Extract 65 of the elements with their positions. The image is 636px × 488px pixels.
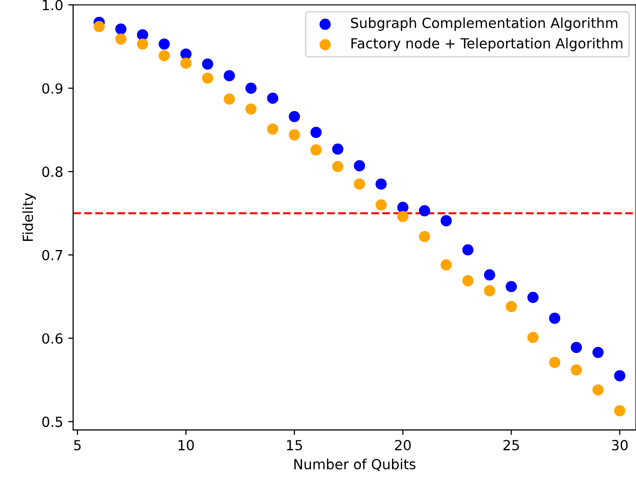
point <box>484 285 496 296</box>
legend-label: Subgraph Complementation Algorithm <box>351 17 618 31</box>
point <box>310 126 322 138</box>
x-tick-label: 15 <box>287 440 302 450</box>
point <box>527 332 539 344</box>
x-tick-label: 5 <box>74 440 81 450</box>
point <box>527 292 539 304</box>
y-tick-label: 0.7 <box>42 250 62 260</box>
point <box>354 160 366 172</box>
point <box>549 312 560 324</box>
point <box>614 405 626 416</box>
x-axis-title: Number of Qubits <box>294 458 416 471</box>
point <box>94 20 105 32</box>
point <box>592 346 604 358</box>
point <box>288 129 300 140</box>
point <box>224 70 235 82</box>
x-tick-label: 25 <box>503 440 519 450</box>
point <box>440 215 452 226</box>
y-tick-label: 0.9 <box>42 83 62 94</box>
point <box>484 269 496 281</box>
y-axis-title: Fidelity <box>22 193 36 241</box>
point <box>158 50 170 62</box>
point <box>376 199 387 211</box>
point <box>570 364 582 376</box>
point <box>224 93 235 105</box>
point <box>418 205 430 216</box>
point <box>267 92 278 104</box>
point <box>310 144 322 156</box>
point <box>245 82 257 94</box>
x-tick-label: 30 <box>612 440 628 450</box>
point <box>506 280 517 292</box>
x-tick-label: 10 <box>178 440 194 450</box>
y-tick-label: 0.8 <box>42 166 62 178</box>
point <box>614 370 626 382</box>
point <box>288 110 300 122</box>
point <box>136 29 148 40</box>
x-tick-label: 20 <box>395 440 411 450</box>
point <box>549 356 560 368</box>
point <box>202 58 214 70</box>
point <box>115 23 126 35</box>
point <box>376 178 387 190</box>
y-tick-label: 0.6 <box>42 333 63 344</box>
point <box>245 103 257 115</box>
point <box>115 33 126 45</box>
point <box>158 38 170 50</box>
y-tick-label: 1.0 <box>42 0 62 10</box>
point <box>440 259 452 271</box>
point <box>506 300 517 312</box>
point <box>570 342 582 354</box>
point <box>332 143 344 155</box>
point <box>180 58 192 69</box>
point <box>462 275 474 286</box>
point <box>592 384 604 396</box>
point <box>397 202 408 214</box>
point <box>267 123 278 135</box>
point <box>462 244 474 256</box>
point <box>397 210 408 222</box>
point <box>418 230 430 242</box>
y-tick-label: 0.5 <box>42 416 62 428</box>
point <box>354 178 366 190</box>
point <box>136 38 148 50</box>
legend-label: Factory node + Teleportation Algorithm <box>351 38 622 52</box>
point <box>332 160 344 172</box>
point <box>180 48 192 60</box>
point <box>202 72 214 84</box>
